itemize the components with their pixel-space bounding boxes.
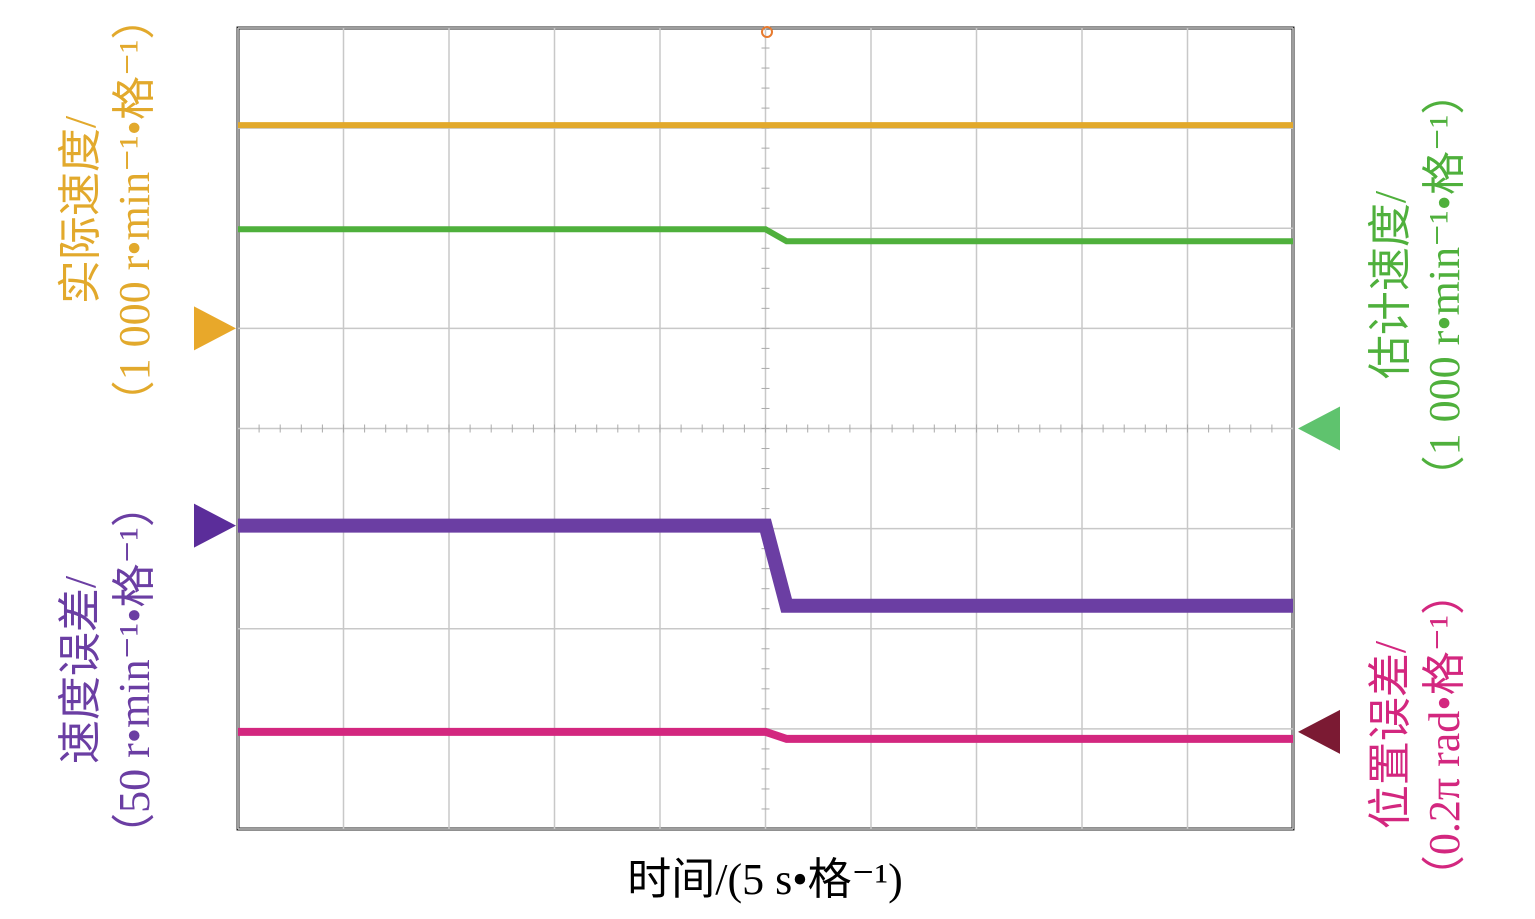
ground-marker: [1298, 709, 1340, 754]
series-unit: （50 r•min⁻¹•格⁻¹）: [110, 483, 159, 857]
trace: [238, 518, 1293, 613]
ground-marker: [194, 306, 236, 351]
ground-marker: [194, 503, 236, 548]
traces: [238, 122, 1293, 743]
series-unit: （0.2π rad•格⁻¹）: [1420, 571, 1469, 899]
trigger-marker: [761, 26, 773, 38]
series-name: 速度误差/: [56, 575, 105, 764]
trace: [238, 226, 1293, 245]
series-name: 实际速度/: [56, 115, 105, 304]
series-unit: （1 000 r•min⁻¹•格⁻¹）: [1420, 71, 1469, 500]
x-axis-label: 时间/(5 s•格⁻¹): [627, 855, 902, 904]
series-name: 估计速度/: [1366, 190, 1415, 379]
series-unit: （1 000 r•min⁻¹•格⁻¹）: [110, 0, 159, 424]
trace: [238, 727, 1293, 743]
series-name: 位置误差/: [1366, 640, 1415, 829]
ground-marker: [1298, 406, 1340, 451]
